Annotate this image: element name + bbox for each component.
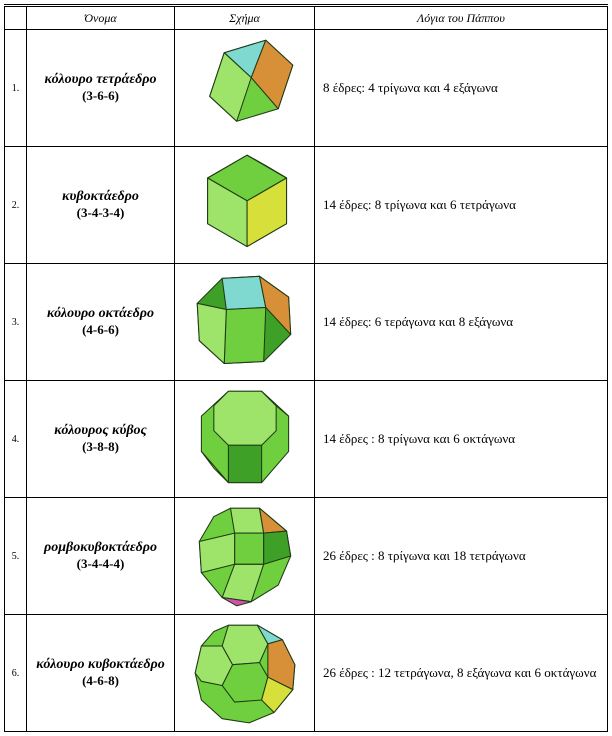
solid-name: κυβοκτάεδρο — [31, 189, 170, 205]
polyhedron-icon — [191, 502, 299, 610]
solid-code: (3-8-8) — [31, 439, 170, 455]
solid-code: (4-6-6) — [31, 322, 170, 338]
table-row: 5.ρομβοκυβοκτάεδρο(3-4-4-4) 26 έδρες : 8 … — [5, 498, 608, 615]
solid-description: 8 έδρες: 4 τρίγωνα και 4 εξάγωνα — [315, 30, 608, 147]
solid-shape-cell — [175, 381, 315, 498]
row-index: 2. — [5, 147, 27, 264]
solid-shape-cell — [175, 30, 315, 147]
row-index: 1. — [5, 30, 27, 147]
header-name: Όνομα — [27, 6, 175, 30]
table-row: 4.κόλουρος κύβος(3-8-8) 14 έδρες : 8 τρίγ… — [5, 381, 608, 498]
solid-code: (3-4-3-4) — [31, 205, 170, 221]
solid-name: κόλουρο κυβοκτάεδρο — [31, 657, 170, 673]
solid-name-cell: κόλουρος κύβος(3-8-8) — [27, 381, 175, 498]
solid-shape-cell — [175, 498, 315, 615]
header-desc: Λόγια του Πάππου — [315, 6, 608, 30]
polyhedron-icon — [191, 34, 299, 142]
solid-description: 14 έδρες: 8 τρίγωνα και 6 τετράγωνα — [315, 147, 608, 264]
solid-shape-cell — [175, 147, 315, 264]
header-idx — [5, 6, 27, 30]
table-row: 2.κυβοκτάεδρο(3-4-3-4) 14 έδρες: 8 τρίγων… — [5, 147, 608, 264]
solid-name-cell: κυβοκτάεδρο(3-4-3-4) — [27, 147, 175, 264]
table-row: 6.κόλουρο κυβοκτάεδρο(4-6-8) 26 έδρες : 1… — [5, 615, 608, 732]
solid-description: 26 έδρες : 12 τετράγωνα, 8 εξάγωνα και 6… — [315, 615, 608, 732]
solid-name: κόλουρος κύβος — [31, 423, 170, 439]
solids-table: Όνομα Σχήμα Λόγια του Πάππου 1.κόλουρο τ… — [4, 4, 608, 732]
table-row: 3.κόλουρο οκτάεδρο(4-6-6) 14 έδρες: 6 τερ… — [5, 264, 608, 381]
polyhedron-icon — [191, 268, 299, 376]
row-index: 6. — [5, 615, 27, 732]
solid-name: κόλουρο τετράεδρο — [31, 72, 170, 88]
header-row: Όνομα Σχήμα Λόγια του Πάππου — [5, 6, 608, 30]
solid-name-cell: κόλουρο οκτάεδρο(4-6-6) — [27, 264, 175, 381]
polyhedron-icon — [191, 151, 299, 259]
polyhedron-icon — [191, 385, 299, 493]
solid-description: 14 έδρες: 6 τεράγωνα και 8 εξάγωνα — [315, 264, 608, 381]
solid-code: (3-4-4-4) — [31, 556, 170, 572]
solid-code: (3-6-6) — [31, 88, 170, 104]
row-index: 5. — [5, 498, 27, 615]
solid-shape-cell — [175, 615, 315, 732]
solid-description: 14 έδρες : 8 τρίγωνα και 6 οκτάγωνα — [315, 381, 608, 498]
solid-shape-cell — [175, 264, 315, 381]
row-index: 4. — [5, 381, 27, 498]
polyhedron-icon — [191, 619, 299, 727]
solid-description: 26 έδρες : 8 τρίγωνα και 18 τετράγωνα — [315, 498, 608, 615]
solid-code: (4-6-8) — [31, 673, 170, 689]
row-index: 3. — [5, 264, 27, 381]
solid-name-cell: κόλουρο κυβοκτάεδρο(4-6-8) — [27, 615, 175, 732]
solid-name: κόλουρο οκτάεδρο — [31, 306, 170, 322]
solid-name: ρομβοκυβοκτάεδρο — [31, 540, 170, 556]
header-shape: Σχήμα — [175, 6, 315, 30]
table-row: 1.κόλουρο τετράεδρο(3-6-6) 8 έδρες: 4 τρί… — [5, 30, 608, 147]
solid-name-cell: ρομβοκυβοκτάεδρο(3-4-4-4) — [27, 498, 175, 615]
solid-name-cell: κόλουρο τετράεδρο(3-6-6) — [27, 30, 175, 147]
